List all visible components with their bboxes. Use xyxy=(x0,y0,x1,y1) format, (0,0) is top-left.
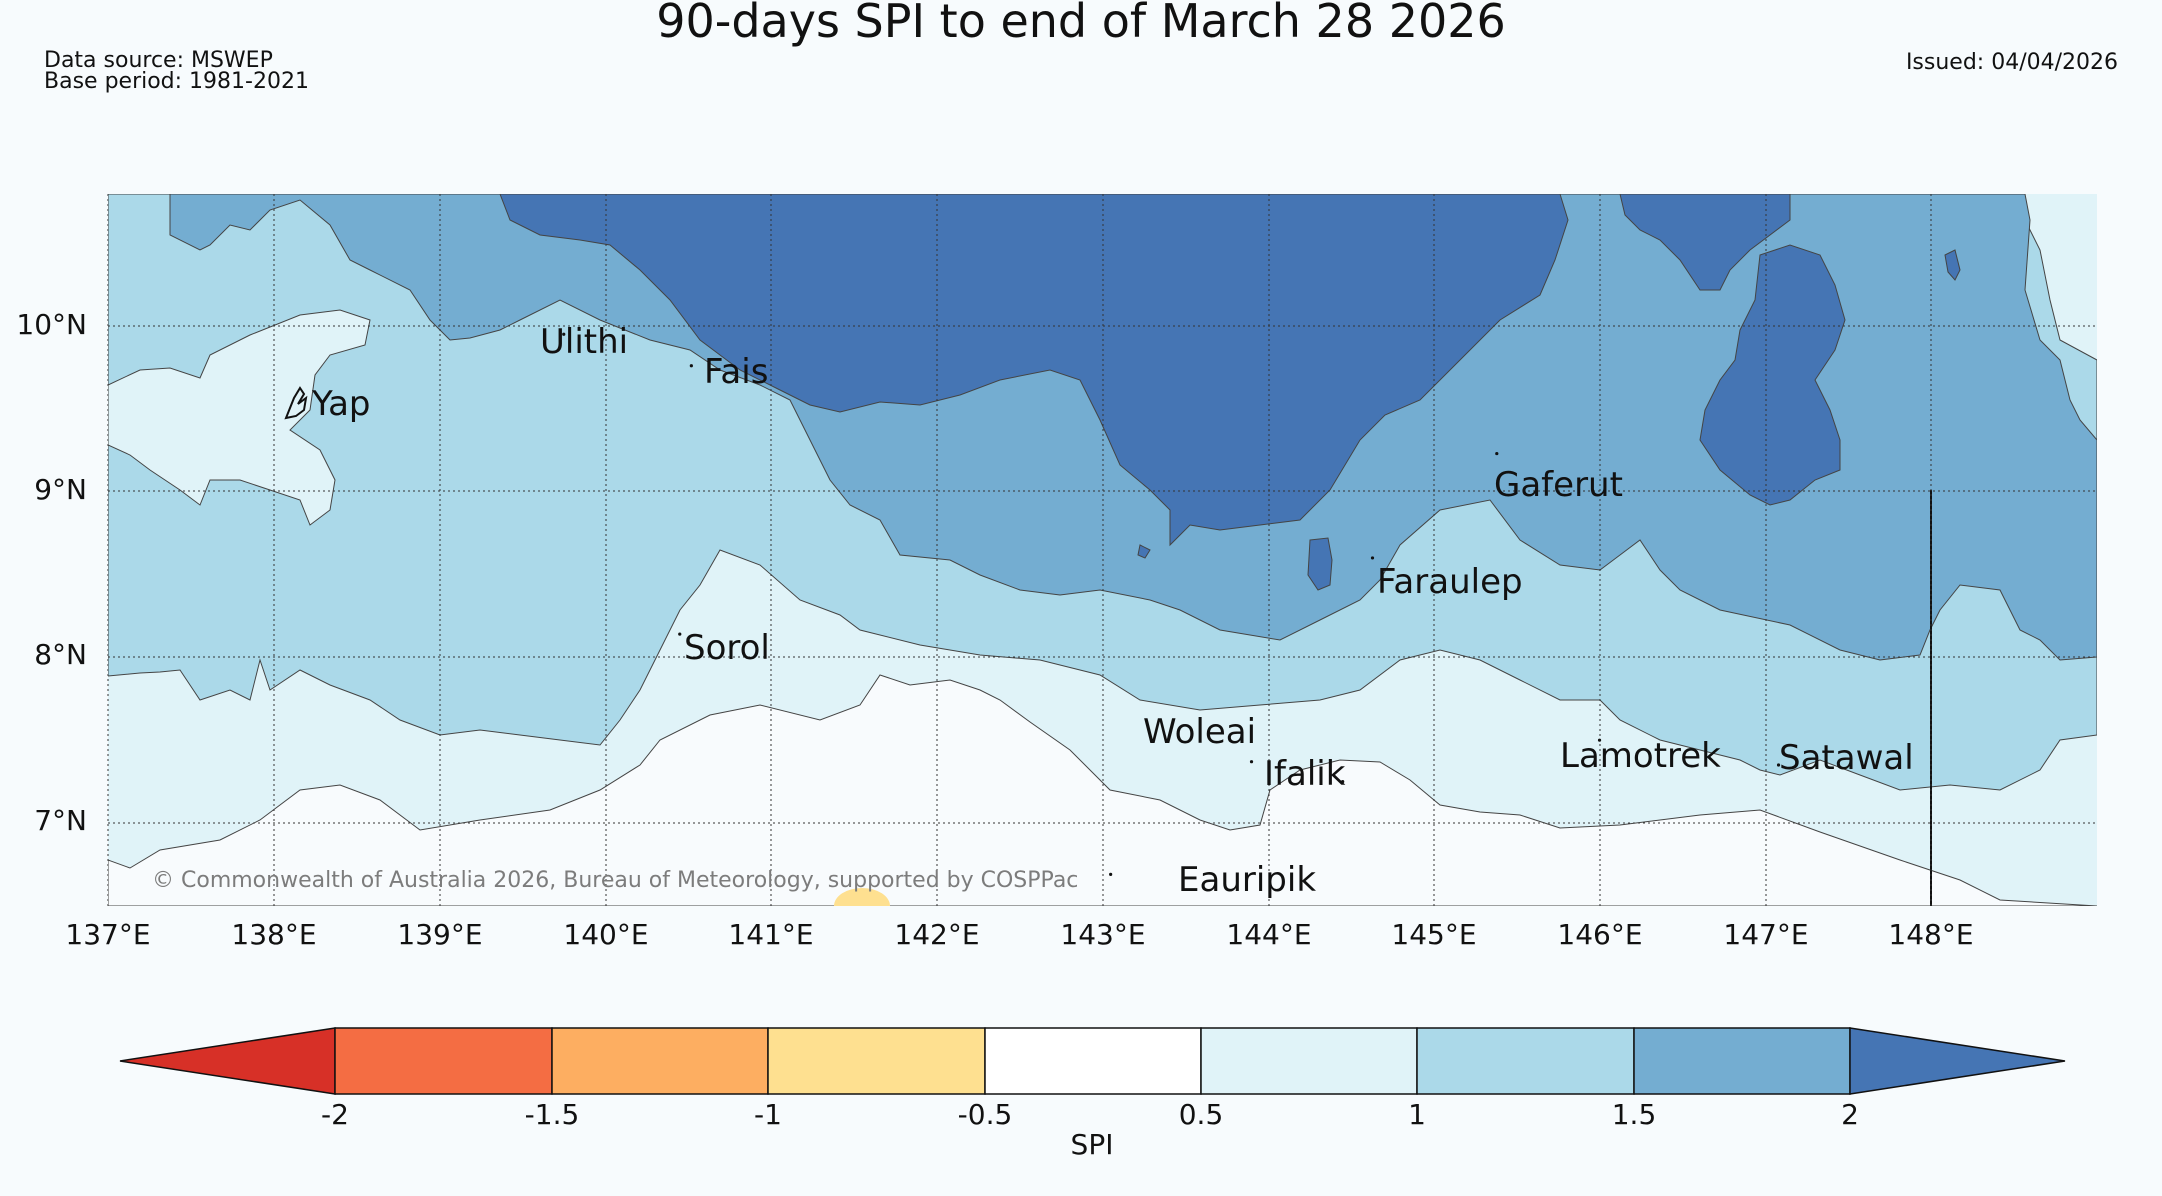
place-label-yap: Yap xyxy=(312,384,371,424)
colorbar-tick: -1.5 xyxy=(524,1098,580,1131)
contour-gt2-spot xyxy=(1307,537,1333,591)
island-marker xyxy=(562,332,566,336)
island-marker xyxy=(1109,872,1113,876)
contour-gt2-east2 xyxy=(1944,249,1961,281)
colorbar-tick: -2 xyxy=(321,1098,349,1131)
lon-label: 138°E xyxy=(231,918,317,951)
lat-label: 8°N xyxy=(34,638,87,671)
colorbar-tick: 1 xyxy=(1408,1098,1426,1131)
place-label-satawal: Satawal xyxy=(1779,738,1914,778)
contour-gt2-east xyxy=(1619,194,1791,291)
contour-gt2-dot xyxy=(1137,544,1151,559)
map-title: 90-days SPI to end of March 28 2026 xyxy=(656,0,1506,48)
colorbar-segment xyxy=(334,1027,553,1095)
island-marker xyxy=(1249,760,1254,764)
colorbar-segment xyxy=(1200,1027,1418,1095)
lon-label: 137°E xyxy=(65,918,151,951)
colorbar xyxy=(119,1027,2066,1095)
contour-gt2-lobe xyxy=(1699,244,1846,506)
lon-label: 148°E xyxy=(1888,918,1974,951)
island-marker xyxy=(1495,451,1499,456)
colorbar-label: SPI xyxy=(1070,1128,1114,1161)
place-label-gaferut: Gaferut xyxy=(1494,465,1623,505)
copyright-notice: © Commonwealth of Australia 2026, Bureau… xyxy=(152,868,1079,893)
colorbar-segment xyxy=(119,1027,336,1095)
base-period: Base period: 1981-2021 xyxy=(44,69,309,94)
lat-label: 7°N xyxy=(34,804,87,837)
data-source: Data source: MSWEP xyxy=(44,48,273,73)
graticule xyxy=(107,194,2097,906)
lat-label: 10°N xyxy=(16,308,87,341)
colorbar-tick: 0.5 xyxy=(1178,1098,1224,1131)
place-label-ifalik: Ifalik xyxy=(1264,754,1346,794)
island-marker xyxy=(1776,763,1781,767)
lon-label: 140°E xyxy=(563,918,649,951)
lon-label: 146°E xyxy=(1557,918,1643,951)
place-label-woleai: Woleai xyxy=(1143,712,1257,752)
place-label-fais: Fais xyxy=(704,352,769,392)
colorbar-tick: 2 xyxy=(1841,1098,1859,1131)
colorbar-tick: -1 xyxy=(754,1098,782,1131)
colorbar-tick: -0.5 xyxy=(957,1098,1013,1131)
yap-island xyxy=(284,386,308,420)
island-marker xyxy=(1341,779,1345,784)
lon-label: 139°E xyxy=(397,918,483,951)
island-marker xyxy=(1597,738,1602,742)
lon-label: 147°E xyxy=(1723,918,1809,951)
lon-label: 143°E xyxy=(1060,918,1146,951)
colorbar-segment xyxy=(1416,1027,1635,1095)
colorbar-segment xyxy=(767,1027,986,1095)
colorbar-segment xyxy=(1633,1027,1851,1095)
place-label-ulithi: Ulithi xyxy=(540,322,629,362)
colorbar-tick: 1.5 xyxy=(1611,1098,1657,1131)
contour-yap-patch xyxy=(108,309,371,526)
lon-label: 145°E xyxy=(1391,918,1477,951)
contour-gt2-main xyxy=(499,194,1569,547)
place-label-lamotrek: Lamotrek xyxy=(1560,736,1721,776)
meta-left: Data source: MSWEP Base period: 1981-202… xyxy=(44,48,309,94)
contour-dry-spot xyxy=(834,888,890,906)
island-marker xyxy=(689,364,693,368)
lon-label: 142°E xyxy=(894,918,980,951)
colorbar-segment xyxy=(984,1027,1202,1095)
issued-date: Issued: 04/04/2026 xyxy=(1905,50,2118,75)
colorbar-segment xyxy=(551,1027,769,1095)
lon-label: 144°E xyxy=(1226,918,1312,951)
island-marker xyxy=(678,632,682,636)
place-label-eauripik: Eauripik xyxy=(1178,860,1317,900)
lon-label: 141°E xyxy=(728,918,814,951)
colorbar-segment xyxy=(1849,1027,2066,1095)
place-label-faraulep: Faraulep xyxy=(1377,562,1523,602)
island-marker xyxy=(1370,556,1375,560)
place-label-sorol: Sorol xyxy=(684,628,770,668)
lat-label: 9°N xyxy=(34,473,87,506)
